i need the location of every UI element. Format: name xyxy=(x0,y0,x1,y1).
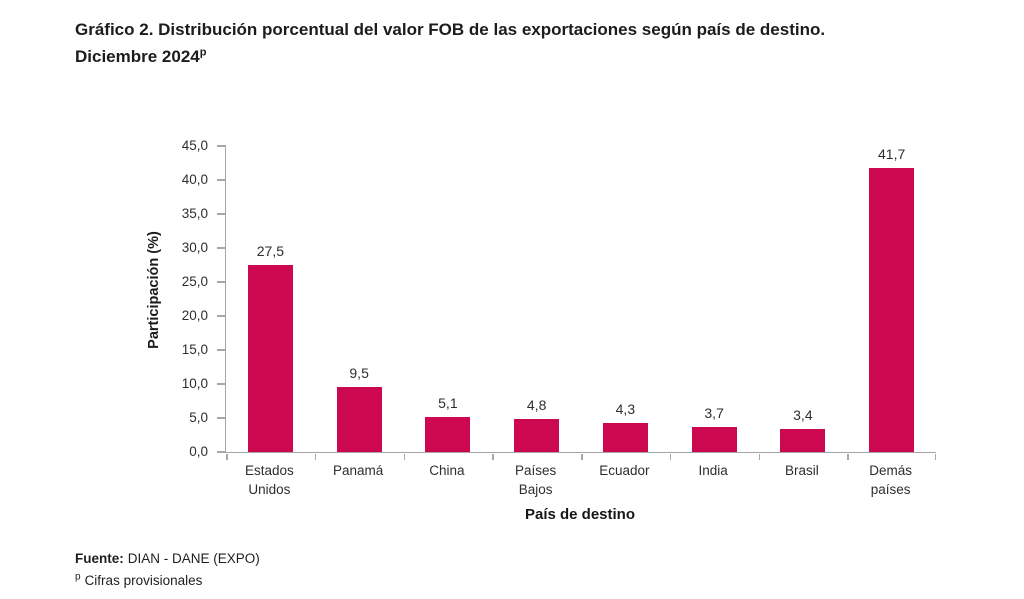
bar xyxy=(247,265,293,452)
y-tick-label: 35,0 xyxy=(181,206,208,221)
x-tick-label: China xyxy=(429,463,465,478)
chart-title-line2: Diciembre 2024p xyxy=(75,46,207,66)
y-tick-mark xyxy=(217,213,226,215)
x-axis-title: País de destino xyxy=(524,506,636,523)
bar-value-label: 9,5 xyxy=(349,365,369,382)
y-tick-mark xyxy=(217,281,226,283)
x-tick-mark xyxy=(847,454,849,460)
bar-value-label: 41,7 xyxy=(878,146,906,163)
x-tick-mark xyxy=(758,454,760,460)
plot-area: 27,5 9,5 5,1 4,8 4,3 3,7 3,4 41,7 xyxy=(217,145,936,460)
provisional-superscript: p xyxy=(199,46,207,59)
bar-value-label: 4,8 xyxy=(526,397,547,414)
x-tick-label: Estados Unidos xyxy=(244,463,294,497)
source-text: DIAN - DANE (EXPO) xyxy=(127,551,260,566)
y-tick-label: 20,0 xyxy=(181,308,208,323)
chart-title-line1: Gráfico 2. Distribución porcentual del v… xyxy=(75,20,826,39)
y-tick-mark xyxy=(217,145,226,147)
bar-value-label: 27,5 xyxy=(256,243,284,259)
y-tick-mark xyxy=(217,383,226,385)
y-tick-label: 25,0 xyxy=(181,274,208,289)
y-tick-label: 10,0 xyxy=(181,376,208,391)
bar-value-label: 3,7 xyxy=(704,404,724,421)
y-tick-label: 15,0 xyxy=(181,342,208,357)
footer: Fuente: DIAN - DANE (EXPO) p Cifras provis… xyxy=(75,548,260,592)
y-tick-label: 40,0 xyxy=(181,172,208,187)
bar-value-label: 3,4 xyxy=(793,406,813,423)
x-tick-mark xyxy=(934,454,936,460)
y-axis-ticks: 0,0 5,0 10,0 15,0 20,0 25,0 30,0 35,0 40,0 45,0 xyxy=(146,138,208,459)
bar xyxy=(336,387,382,452)
y-tick-mark xyxy=(217,417,226,419)
y-tick-mark xyxy=(217,247,226,249)
chart-title: Gráfico 2. Distribución porcentual del v… xyxy=(75,16,985,70)
x-tick-label: Ecuador xyxy=(599,463,650,478)
bar xyxy=(514,419,560,452)
y-tick-label: 5,0 xyxy=(189,410,208,425)
x-tick-mark xyxy=(226,454,228,460)
x-tick-label: Países Bajos xyxy=(514,463,557,497)
y-tick-mark xyxy=(217,315,226,317)
bar xyxy=(780,428,826,452)
y-tick-label: 30,0 xyxy=(181,240,208,255)
x-tick-label: Panamá xyxy=(332,463,384,478)
x-tick-mark xyxy=(492,454,494,460)
bar-value-label: 5,1 xyxy=(438,395,458,412)
y-tick-label: 0,0 xyxy=(189,444,208,459)
x-tick-mark xyxy=(581,454,583,460)
bar xyxy=(691,426,737,452)
note-line: p Cifras provisionales xyxy=(75,570,260,592)
source-label: Fuente: xyxy=(75,551,124,566)
bar xyxy=(869,168,915,452)
note-superscript: p xyxy=(75,571,81,583)
y-tick-mark xyxy=(217,349,226,351)
bar-value-label: 4,3 xyxy=(615,400,636,417)
x-tick-labels: Estados Unidos Panamá China Países Bajos Ecu… xyxy=(225,462,935,499)
y-tick-mark xyxy=(217,179,226,181)
bar xyxy=(602,422,648,452)
x-tick-mark xyxy=(403,454,405,460)
x-tick-label: Brasil xyxy=(784,463,819,478)
x-tick-mark xyxy=(669,454,672,460)
y-tick-mark xyxy=(217,451,226,453)
x-tick-mark xyxy=(314,454,317,460)
x-tick-label: India xyxy=(698,463,728,478)
y-tick-label: 45,0 xyxy=(181,138,208,153)
note-text: Cifras provisionales xyxy=(84,573,203,588)
x-tick-label: Demás países xyxy=(869,463,912,497)
bar xyxy=(425,417,471,452)
source-line: Fuente: DIAN - DANE (EXPO) xyxy=(75,548,260,570)
